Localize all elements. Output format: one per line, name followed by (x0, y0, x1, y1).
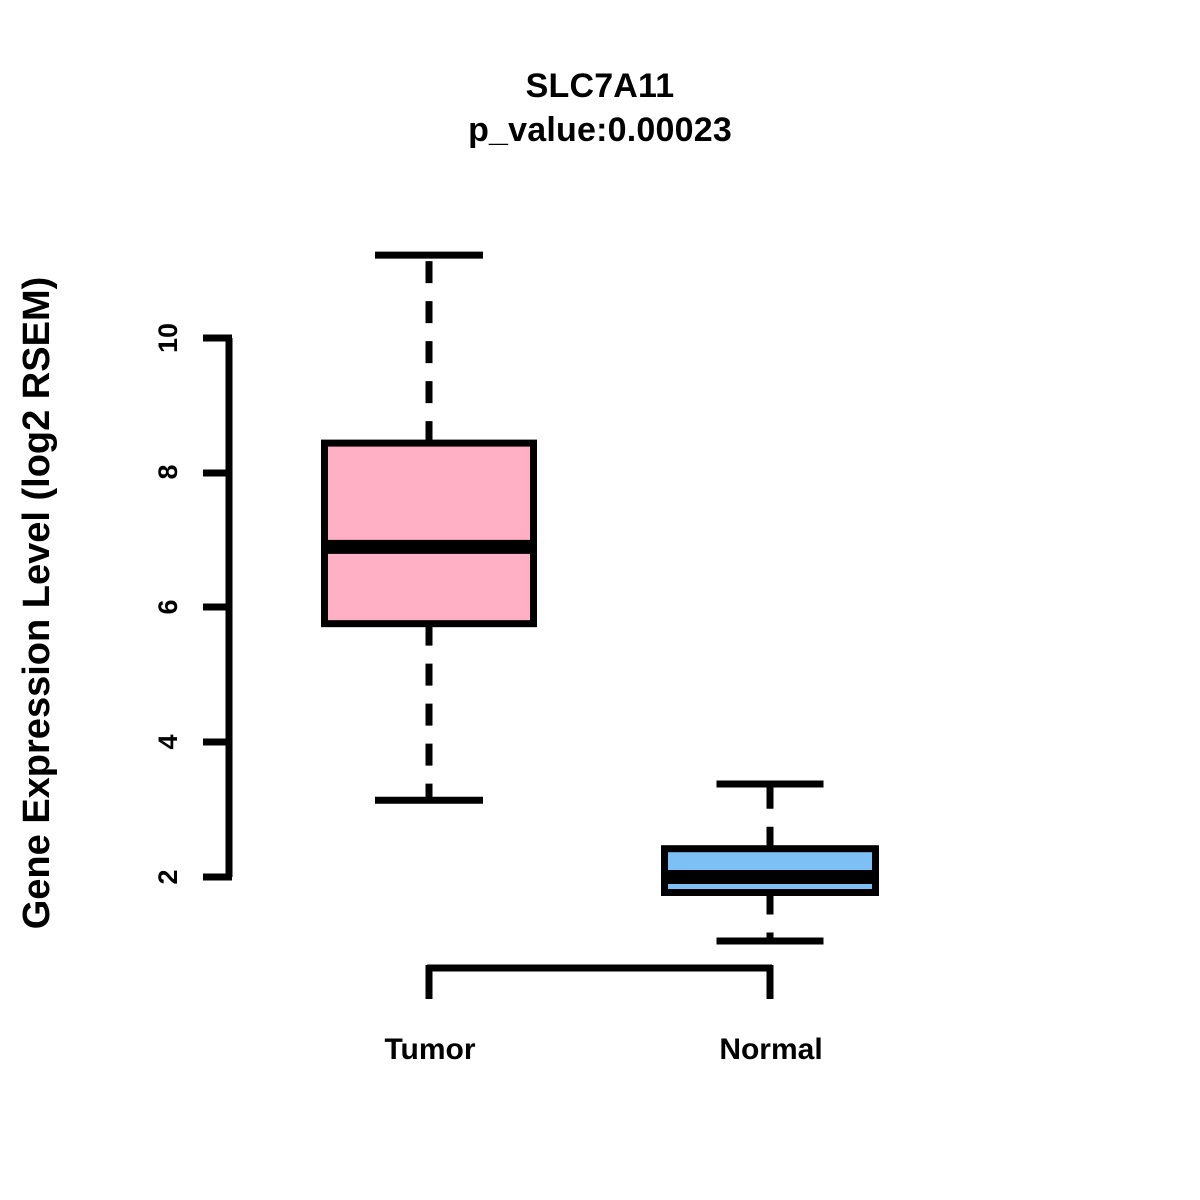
box-group-tumor[interactable] (321, 251, 537, 804)
x-tick-label-normal: Normal (719, 1033, 823, 1066)
box-rect-tumor[interactable] (321, 439, 537, 628)
x-axis (425, 964, 774, 999)
y-axis (203, 334, 233, 881)
x-tick-label-tumor: Tumor (384, 1033, 476, 1066)
box-group-normal[interactable] (661, 780, 879, 945)
